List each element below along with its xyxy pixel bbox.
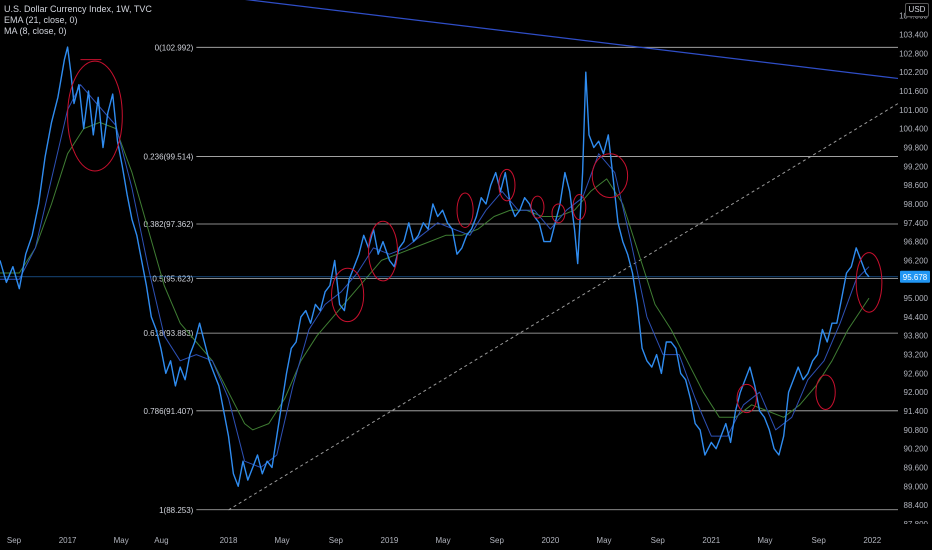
y-tick-label: 101.000 (899, 106, 928, 115)
y-tick-label: 88.400 (904, 501, 929, 510)
x-tick-label: Sep (651, 536, 666, 545)
fib-retracement[interactable]: 0(102.992) 0.236(99.514) 0.382(97.362) 0.5(… (144, 43, 898, 515)
fib-level-label: 0.5(95.623) (152, 275, 193, 284)
price-badge-box (900, 270, 930, 283)
time-axis[interactable]: Sep 2017 May Aug 2018 May Sep 2019 May Sep 2020 May… (0, 524, 932, 550)
y-tick-label: 95.000 (904, 294, 929, 303)
y-tick-label: 96.800 (904, 238, 929, 247)
fib-level-label: 0.786(91.407) (144, 407, 194, 416)
y-tick-label: 96.200 (904, 256, 929, 265)
y-tick-label: 100.400 (899, 125, 928, 134)
circle-annotation[interactable] (498, 168, 516, 202)
y-tick-label: 92.000 (904, 388, 929, 397)
x-tick-label: May (596, 536, 611, 545)
ma-line (0, 84, 870, 468)
circle-annotation[interactable] (736, 383, 757, 414)
y-tick-label: 97.400 (904, 219, 929, 228)
circle-annotation[interactable] (815, 374, 836, 410)
currency-badge[interactable]: USD (905, 3, 929, 17)
time-axis-background (0, 524, 932, 550)
fib-level-label: 0.618(93.883) (144, 329, 194, 338)
x-tick-label: Sep (7, 536, 22, 545)
y-tick-label: 93.800 (904, 332, 929, 341)
circle-annotation[interactable] (368, 220, 399, 282)
fib-level-label: 0.236(99.514) (144, 152, 194, 161)
current-price-label: 95.678 (903, 273, 928, 282)
circle-annotation[interactable] (572, 194, 587, 221)
x-tick-label: 2018 (220, 536, 238, 545)
y-tick-label: 90.200 (904, 445, 929, 454)
y-tick-label: 102.800 (899, 49, 928, 58)
fib-level-label: 0(102.992) (155, 43, 194, 52)
current-price-badge: 95.678 (900, 270, 930, 283)
x-tick-label: Sep (812, 536, 827, 545)
y-tick-label: 98.600 (904, 181, 929, 190)
y-tick-label: 90.800 (904, 426, 929, 435)
ema-legend-item[interactable]: EMA (21, close, 0) (4, 15, 78, 25)
x-tick-label: May (757, 536, 772, 545)
circle-annotation[interactable] (855, 252, 883, 313)
y-tick-label: 103.400 (899, 31, 928, 40)
x-tick-label: 2019 (381, 536, 399, 545)
ma-legend-item[interactable]: MA (8, close, 0) (4, 26, 67, 36)
y-tick-label: 89.000 (904, 482, 929, 491)
circle-annotation[interactable] (331, 267, 365, 323)
x-tick-label: May (435, 536, 450, 545)
trend-lines[interactable] (172, 0, 899, 511)
circle-annotation[interactable] (67, 60, 123, 172)
circle-annotation[interactable] (551, 203, 566, 224)
chart-legend: U.S. Dollar Currency Index, 1W, TVC EMA … (4, 4, 152, 37)
x-tick-label: 2017 (59, 536, 77, 545)
x-tick-label: 2022 (863, 536, 881, 545)
circle-annotation[interactable] (591, 153, 629, 199)
circle-annotation[interactable] (530, 195, 545, 219)
y-tick-label: 101.600 (899, 87, 928, 96)
circle-annotation[interactable] (456, 192, 474, 228)
ema-line (0, 121, 870, 431)
ascending-trend-line[interactable] (228, 103, 899, 511)
fib-level-label: 0.382(97.362) (144, 220, 194, 229)
x-tick-label: May (114, 536, 129, 545)
descending-trend-line[interactable] (172, 0, 899, 80)
y-tick-label: 99.200 (904, 162, 929, 171)
x-tick-label: 2021 (702, 536, 720, 545)
price-line (0, 46, 870, 487)
x-tick-label: Sep (490, 536, 505, 545)
y-tick-label: 91.400 (904, 407, 929, 416)
x-tick-label: Sep (329, 536, 344, 545)
y-tick-label: 98.000 (904, 200, 929, 209)
x-tick-label: 2020 (541, 536, 559, 545)
circle-annotations[interactable] (67, 59, 883, 414)
symbol-title[interactable]: U.S. Dollar Currency Index, 1W, TVC (4, 4, 152, 14)
y-tick-label: 89.600 (904, 464, 929, 473)
x-tick-label: May (275, 536, 290, 545)
y-tick-label: 92.600 (904, 369, 929, 378)
fib-level-label: 1(88.253) (159, 506, 194, 515)
y-tick-label: 102.200 (899, 68, 928, 77)
y-tick-label: 99.800 (904, 143, 929, 152)
y-tick-label: 93.200 (904, 351, 929, 360)
y-tick-label: 94.400 (904, 313, 929, 322)
x-tick-label: Aug (154, 536, 168, 545)
series-lines (0, 46, 898, 487)
